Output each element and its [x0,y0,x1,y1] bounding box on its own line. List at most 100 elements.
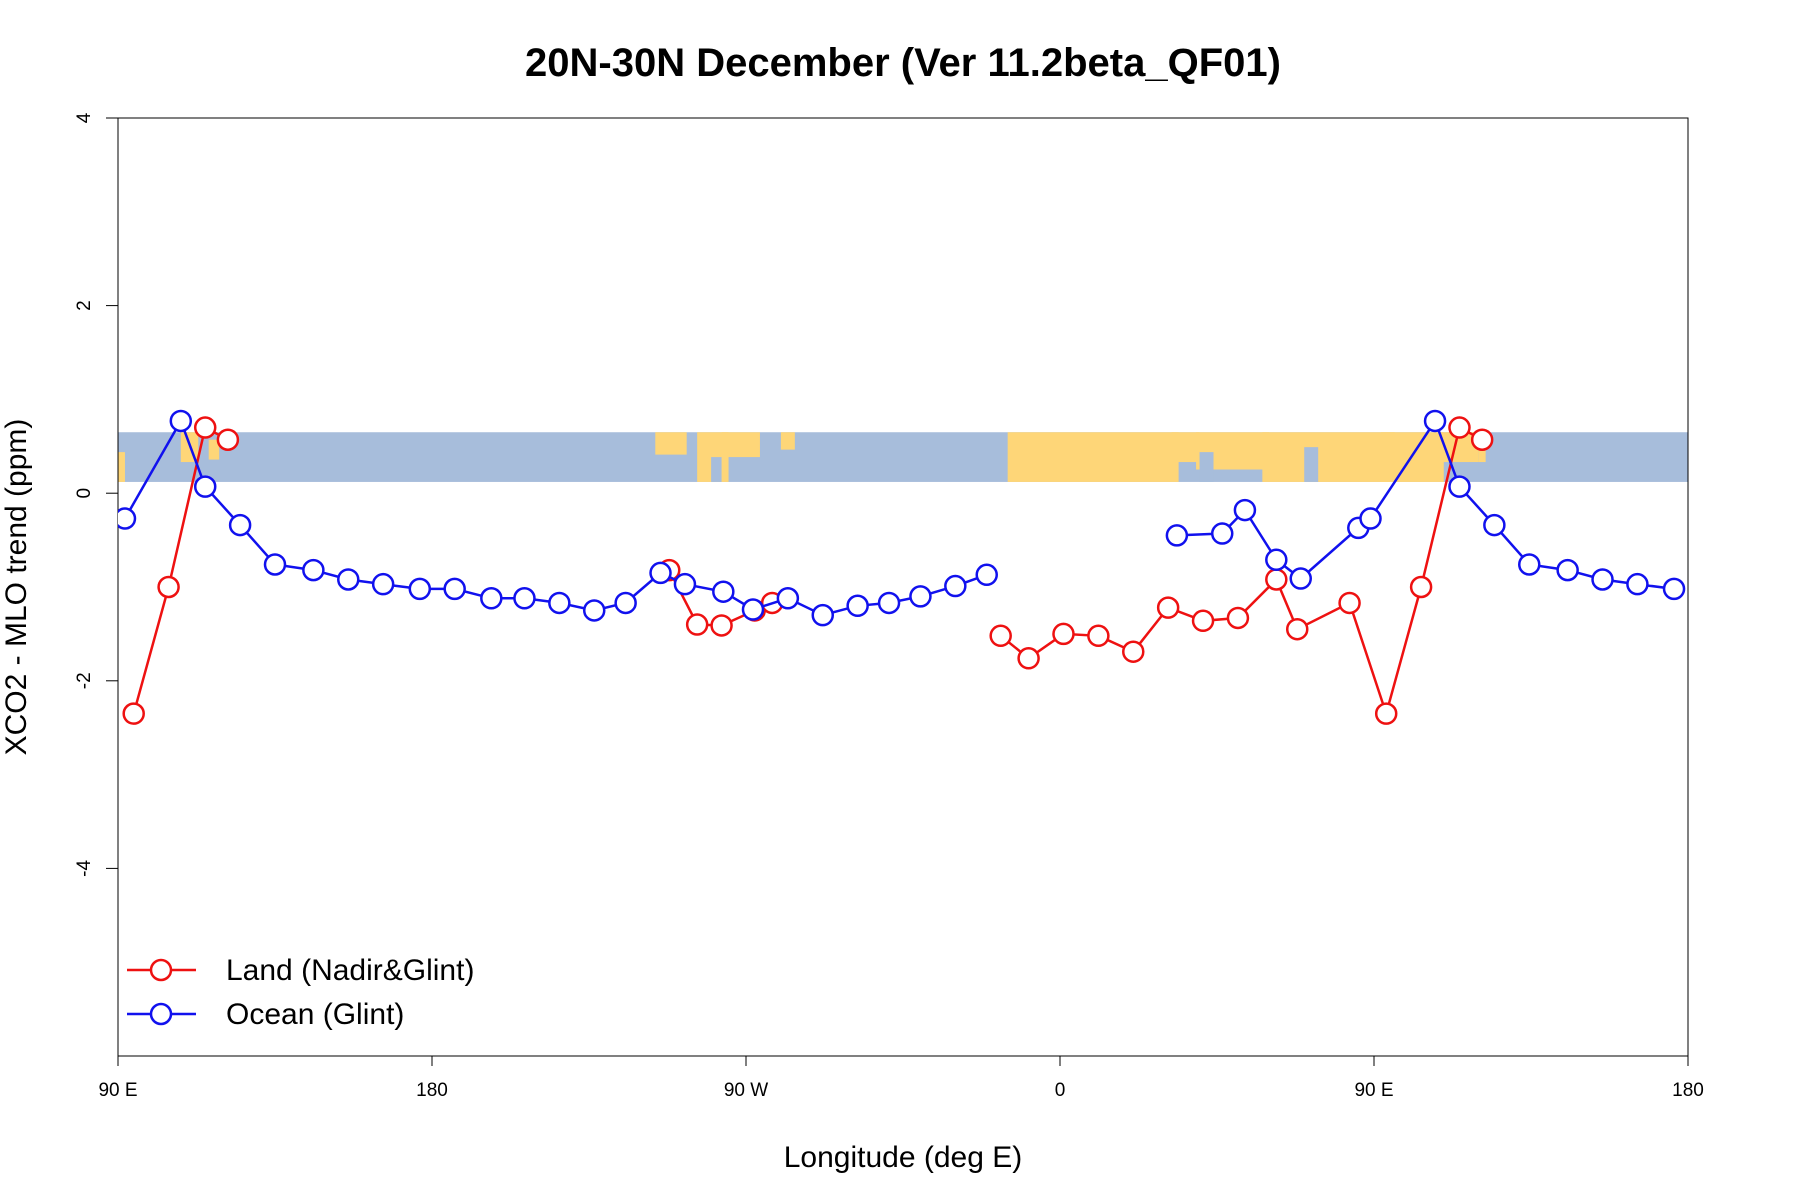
data-point [1359,507,1382,530]
data-point [371,572,395,596]
data-point [513,587,536,610]
map-land-region [1478,442,1486,463]
map-water-region [1199,452,1214,482]
y-tick-label: 2 [74,300,95,311]
map-water-region [711,457,722,482]
data-point [1265,568,1288,591]
x-axis-label: Longitude (deg E) [784,1141,1023,1174]
data-point [1265,548,1288,572]
series-layer [118,409,1686,725]
data-point [193,416,217,439]
data-point [712,580,735,603]
x-axis: 90 E 180 90 W 0 90 E 180 [98,1055,1704,1101]
data-point [169,409,193,433]
x-tick-label: 180 [416,1080,448,1101]
data-point [548,591,571,615]
legend-marker [149,1002,173,1026]
data-point [228,513,252,537]
data-point [1226,606,1250,630]
data-point [649,561,672,585]
y-tick-label: 4 [74,112,95,123]
data-point [1233,498,1257,522]
legend-marker [149,958,173,982]
data-point [1285,617,1309,641]
data-point [480,587,503,610]
data-point [1017,647,1040,670]
data-point [582,599,606,622]
legend-label: Land (Nadir&Glint) [226,954,474,987]
data-point [741,598,765,621]
data-point [846,594,869,618]
map-land-region [208,439,220,460]
data-point [443,577,466,601]
data-point [337,568,360,591]
y-tick-label: 0 [74,488,95,499]
series-line [132,425,229,714]
x-tick-label: 90 E [1354,1080,1393,1101]
y-tick-label: -2 [74,672,95,689]
data-point [975,563,998,587]
map-land-region [118,452,125,482]
data-point [811,603,835,627]
legend-label: Ocean (Glint) [226,998,404,1031]
data-point [1165,524,1189,547]
data-point [989,624,1012,648]
map-land-region [780,432,795,450]
data-point [1374,702,1398,725]
data-point [1518,553,1541,576]
y-tick-label: -4 [74,860,95,877]
data-point [1210,522,1234,545]
data-point [1191,609,1215,633]
data-point [1662,577,1686,601]
data-point [1448,475,1471,498]
map-land-region [1171,432,1200,463]
data-point [1052,622,1075,646]
chart-title: 20N-30N December (Ver 11.2beta_QF01) [525,41,1281,85]
data-point [1338,591,1361,615]
map-land-region [1007,432,1179,482]
data-point [909,585,932,608]
data-point [118,507,137,530]
data-point [877,591,901,615]
y-axis-label: XCO2 - MLO trend (ppm) [0,419,33,756]
data-point [685,613,709,636]
data-point [1470,428,1494,451]
data-point [614,591,637,615]
series-land [122,416,1494,725]
data-point [157,575,180,599]
data-point [944,574,967,598]
series-ocean [118,409,1686,627]
data-point [1409,575,1433,599]
map-land-region [655,432,687,455]
y-axis: 4 2 0 -2 -4 [74,112,119,877]
data-point [408,577,432,601]
data-point [193,475,217,498]
world-map-strip [118,432,1688,482]
data-point [1556,558,1579,582]
data-point [1087,624,1110,648]
map-water-region [1304,447,1319,482]
x-tick-label: 90 W [724,1080,768,1101]
legend: Land (Nadir&Glint) Ocean (Glint) [127,954,474,1031]
data-point [122,702,145,725]
x-tick-label: 180 [1672,1080,1704,1101]
data-point [1626,572,1649,596]
data-point [263,553,287,576]
data-point [1122,640,1145,663]
map-land-region [721,432,760,458]
data-point [710,614,733,637]
data-point [1483,513,1506,537]
data-point [776,587,800,610]
data-point [1448,416,1471,439]
data-point [1156,596,1180,619]
data-point [302,558,325,582]
map-land-region [1262,432,1395,482]
data-point [1289,567,1312,590]
data-point [1591,568,1614,591]
x-tick-label: 90 E [98,1080,137,1101]
data-point [673,572,697,596]
x-tick-label: 0 [1055,1080,1066,1101]
data-point [1423,409,1447,433]
data-point [216,428,240,451]
